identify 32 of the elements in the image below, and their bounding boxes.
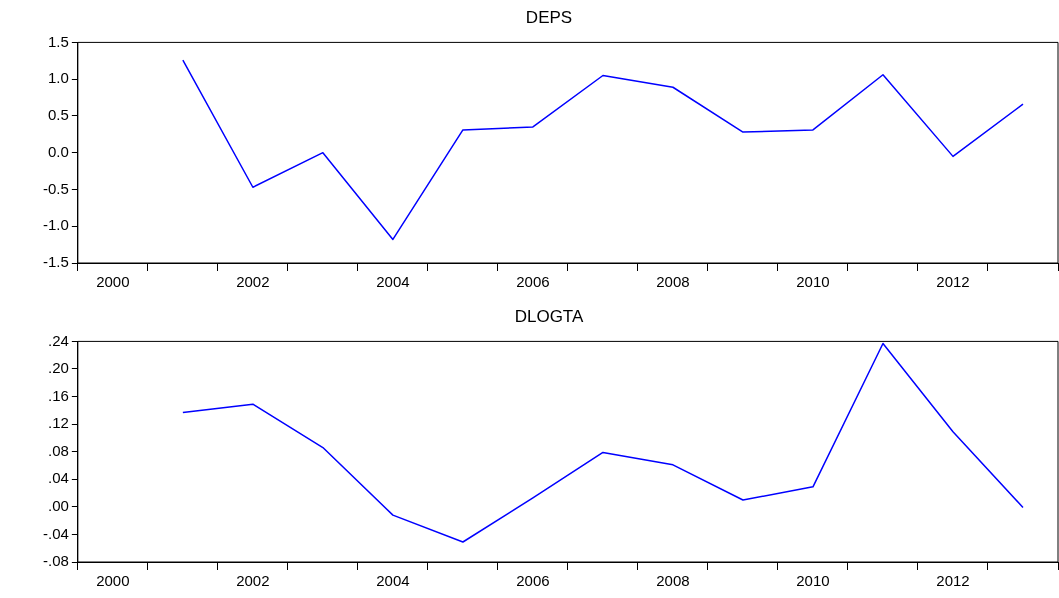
y-tick-label: .12 (47, 414, 69, 432)
x-tick-label: 2006 (516, 572, 550, 590)
x-tick-label: 2008 (656, 273, 690, 291)
y-tick-label: -1.5 (42, 253, 69, 271)
x-tick-label: 2002 (236, 273, 270, 291)
x-tick-label: 2000 (96, 572, 130, 590)
y-tick-label: -0.5 (42, 179, 69, 197)
y-tick-label: .00 (47, 496, 69, 514)
y-tick-label: .20 (47, 359, 69, 377)
x-tick-label: 2008 (656, 572, 690, 590)
y-tick-label: -.04 (42, 524, 69, 542)
y-tick-label: 1.0 (47, 69, 69, 87)
x-tick-label: 2002 (236, 572, 270, 590)
x-tick-label: 2010 (796, 273, 830, 291)
y-tick-label: -.08 (42, 552, 69, 570)
y-tick-label: .08 (47, 441, 69, 459)
x-tick-label: 2004 (376, 572, 410, 590)
y-tick-label: .04 (47, 469, 69, 487)
x-tick-label: 2000 (96, 273, 130, 291)
y-tick-label: 0.0 (47, 142, 69, 160)
y-tick-label: .16 (47, 386, 69, 404)
x-tick-label: 2012 (936, 572, 970, 590)
chart-title: DLOGTA (514, 306, 584, 326)
x-tick-label: 2006 (516, 273, 550, 291)
y-tick-label: 0.5 (47, 106, 69, 124)
y-tick-label: .24 (47, 331, 69, 349)
x-tick-label: 2010 (796, 572, 830, 590)
x-tick-label: 2012 (936, 273, 970, 291)
y-tick-label: 1.5 (47, 32, 69, 50)
x-tick-label: 2004 (376, 273, 410, 291)
y-tick-label: -1.0 (42, 216, 69, 234)
chart-title: DEPS (525, 7, 573, 27)
